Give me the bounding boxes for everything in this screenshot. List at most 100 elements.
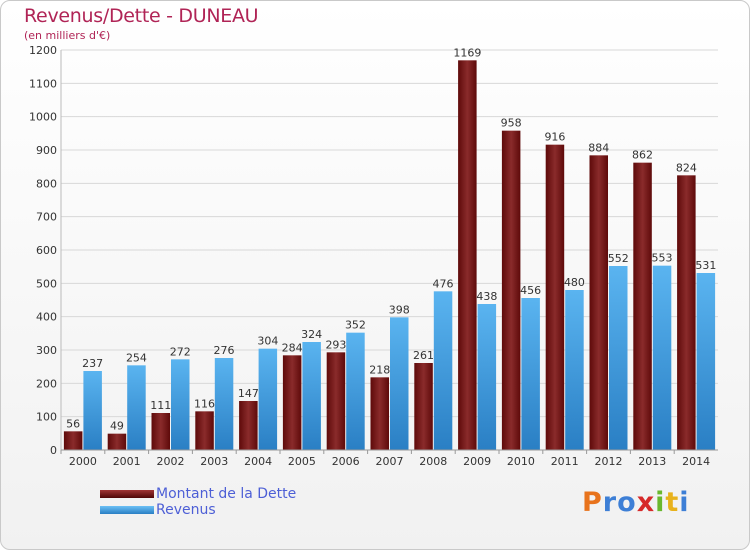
debt-value-label: 862 bbox=[632, 149, 653, 162]
y-tick-label: 100 bbox=[36, 411, 57, 424]
revenus-value-label: 476 bbox=[433, 277, 454, 290]
logo-letter: i bbox=[679, 487, 690, 518]
y-tick-label: 300 bbox=[36, 344, 57, 357]
y-tick-label: 600 bbox=[36, 244, 57, 257]
x-tick-label: 2014 bbox=[682, 455, 710, 468]
legend-swatch-revenus bbox=[100, 506, 154, 514]
revenus-bar bbox=[127, 365, 146, 450]
revenus-value-label: 438 bbox=[476, 290, 497, 303]
debt-bar bbox=[63, 431, 83, 450]
x-tick-label: 2006 bbox=[332, 455, 360, 468]
debt-bar bbox=[414, 363, 433, 450]
revenus-bar bbox=[521, 298, 540, 450]
logo-letter: i bbox=[655, 487, 666, 518]
logo-letter: r bbox=[602, 487, 618, 518]
revenus-value-label: 254 bbox=[126, 351, 147, 364]
x-tick-label: 2009 bbox=[463, 455, 491, 468]
logo-letter: t bbox=[665, 487, 680, 518]
debt-bar bbox=[239, 401, 258, 450]
revenus-value-label: 324 bbox=[301, 328, 322, 341]
x-tick-label: 2004 bbox=[244, 455, 272, 468]
revenus-bar bbox=[171, 359, 190, 450]
revenus-value-label: 304 bbox=[257, 335, 278, 348]
revenus-bar bbox=[565, 290, 584, 450]
x-tick-label: 2007 bbox=[376, 455, 404, 468]
debt-value-label: 1169 bbox=[453, 46, 481, 59]
revenus-bar bbox=[652, 265, 672, 450]
revenus-bar bbox=[390, 317, 409, 450]
x-tick-label: 2011 bbox=[551, 455, 579, 468]
x-tick-label: 2001 bbox=[113, 455, 141, 468]
y-tick-label: 700 bbox=[36, 211, 57, 224]
revenus-bar bbox=[346, 332, 365, 450]
y-tick-label: 1100 bbox=[29, 77, 57, 90]
debt-bar bbox=[545, 144, 565, 450]
revenus-bar bbox=[477, 304, 497, 450]
revenus-value-label: 272 bbox=[170, 345, 191, 358]
debt-value-label: 56 bbox=[66, 417, 80, 430]
debt-bar bbox=[677, 175, 696, 451]
debt-bar bbox=[370, 377, 389, 450]
debt-bar bbox=[326, 352, 346, 450]
revenus-value-label: 398 bbox=[389, 303, 410, 316]
y-tick-label: 800 bbox=[36, 177, 57, 190]
revenus-value-label: 456 bbox=[520, 284, 541, 297]
debt-value-label: 884 bbox=[588, 141, 609, 154]
legend-label-revenus: Revenus bbox=[156, 502, 216, 518]
x-tick-label: 2012 bbox=[595, 455, 623, 468]
revenus-bar bbox=[83, 371, 102, 450]
chart-subtitle: (en milliers d'€) bbox=[24, 29, 111, 42]
revenus-bar bbox=[258, 348, 278, 450]
debt-value-label: 218 bbox=[369, 363, 390, 376]
x-tick-label: 2003 bbox=[200, 455, 228, 468]
y-tick-label: 1200 bbox=[29, 44, 57, 57]
y-tick-label: 0 bbox=[50, 444, 57, 457]
revenus-value-label: 276 bbox=[214, 344, 235, 357]
x-tick-label: 2008 bbox=[419, 455, 447, 468]
debt-bar bbox=[151, 413, 170, 450]
logo-letter: o bbox=[617, 487, 637, 518]
debt-value-label: 49 bbox=[110, 420, 124, 433]
y-tick-label: 900 bbox=[36, 144, 57, 157]
debt-value-label: 293 bbox=[325, 338, 346, 351]
x-tick-label: 2002 bbox=[157, 455, 185, 468]
revenus-bar bbox=[696, 273, 716, 450]
logo-letter: x bbox=[636, 487, 656, 518]
debt-bar bbox=[633, 162, 652, 450]
revenus-value-label: 552 bbox=[608, 252, 629, 265]
debt-value-label: 111 bbox=[150, 399, 171, 412]
revenus-value-label: 480 bbox=[564, 276, 585, 289]
debt-value-label: 916 bbox=[544, 131, 565, 144]
revenus-bar bbox=[214, 358, 234, 450]
x-tick-label: 2005 bbox=[288, 455, 316, 468]
y-tick-label: 1000 bbox=[29, 111, 57, 124]
revenus-value-label: 237 bbox=[82, 357, 103, 370]
debt-value-label: 824 bbox=[676, 161, 697, 174]
debt-bar bbox=[458, 60, 477, 450]
debt-bar bbox=[107, 433, 127, 450]
x-tick-label: 2000 bbox=[69, 455, 97, 468]
debt-bar bbox=[282, 355, 302, 450]
y-tick-label: 500 bbox=[36, 277, 57, 290]
y-tick-label: 400 bbox=[36, 311, 57, 324]
revenus-bar bbox=[433, 291, 453, 450]
debt-bar bbox=[589, 155, 608, 451]
revenus-value-label: 553 bbox=[652, 252, 673, 265]
debt-bar bbox=[195, 411, 214, 450]
revenus-value-label: 531 bbox=[695, 259, 716, 272]
revenus-value-label: 352 bbox=[345, 319, 366, 332]
chart-title: Revenus/Dette - DUNEAU bbox=[24, 5, 259, 27]
debt-value-label: 116 bbox=[194, 397, 215, 410]
legend-swatch-debt bbox=[100, 490, 154, 498]
y-tick-label: 200 bbox=[36, 377, 57, 390]
debt-value-label: 958 bbox=[501, 117, 522, 130]
legend-label-debt: Montant de la Dette bbox=[156, 486, 297, 502]
x-tick-label: 2010 bbox=[507, 455, 535, 468]
proxiti-logo: Proxiti bbox=[582, 487, 690, 518]
debt-bar bbox=[501, 130, 521, 450]
debt-value-label: 284 bbox=[282, 341, 303, 354]
debt-value-label: 147 bbox=[238, 387, 259, 400]
x-tick-label: 2013 bbox=[638, 455, 666, 468]
revenus-bar bbox=[609, 266, 628, 450]
